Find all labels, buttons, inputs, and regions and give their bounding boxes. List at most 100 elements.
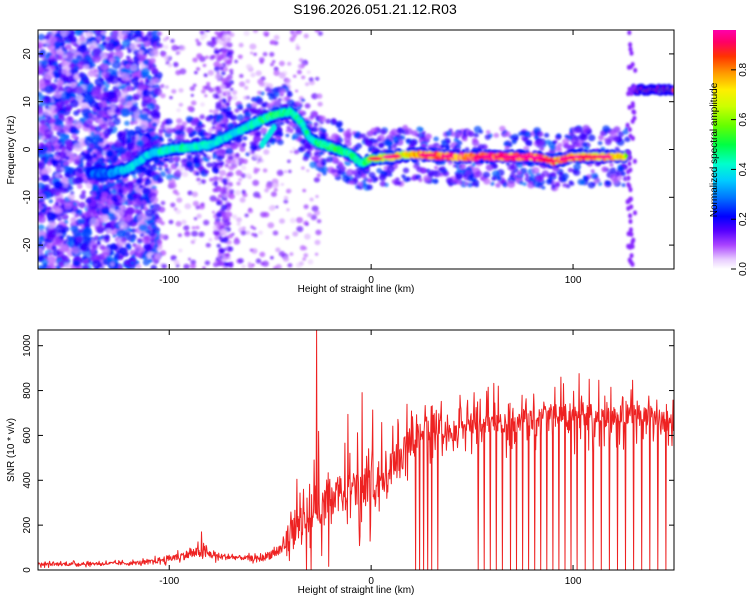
noise-speckle <box>38 161 46 170</box>
noise-speckle <box>73 142 84 152</box>
noise-speckle <box>205 242 211 248</box>
noise-speckle <box>302 257 307 261</box>
noise-speckle <box>602 125 610 132</box>
noise-speckle <box>399 135 406 141</box>
noise-speckle <box>621 183 626 188</box>
noise-speckle <box>305 222 309 226</box>
noise-speckle <box>252 30 259 34</box>
noise-speckle <box>196 213 202 219</box>
noise-speckle <box>150 264 158 269</box>
noise-speckle <box>191 191 198 198</box>
noise-speckle <box>190 93 194 97</box>
noise-speckle <box>353 146 359 152</box>
noise-speckle <box>220 204 228 211</box>
noise-speckle <box>142 255 148 261</box>
noise-speckle <box>86 159 94 167</box>
noise-speckle <box>183 263 190 269</box>
noise-speckle <box>377 134 385 142</box>
noise-speckle <box>41 174 50 182</box>
noise-speckle <box>192 238 197 242</box>
noise-speckle <box>138 50 145 55</box>
noise-speckle <box>302 188 307 193</box>
noise-speckle <box>81 108 91 117</box>
noise-speckle <box>117 132 123 137</box>
noise-speckle <box>218 247 225 253</box>
noise-speckle <box>130 261 135 265</box>
noise-speckle <box>232 214 238 220</box>
noise-speckle <box>73 42 79 48</box>
noise-speckle <box>119 154 126 160</box>
noise-speckle <box>170 38 175 43</box>
noise-speckle <box>456 132 463 138</box>
noise-speckle <box>112 233 117 238</box>
noise-speckle <box>43 97 52 104</box>
noise-speckle <box>60 30 69 37</box>
noise-speckle <box>119 221 128 230</box>
noise-speckle <box>130 42 140 51</box>
noise-speckle <box>315 76 320 81</box>
noise-speckle <box>49 59 56 65</box>
noise-speckle <box>83 30 89 33</box>
noise-speckle <box>222 193 229 199</box>
noise-speckle <box>58 86 65 93</box>
noise-speckle <box>440 144 445 149</box>
noise-speckle <box>128 201 134 206</box>
noise-speckle <box>72 228 81 237</box>
noise-speckle <box>218 176 223 181</box>
noise-speckle <box>307 259 314 265</box>
noise-speckle <box>336 120 343 127</box>
noise-speckle <box>137 213 147 223</box>
noise-speckle <box>38 188 43 196</box>
noise-speckle <box>378 143 385 149</box>
noise-speckle <box>214 73 222 80</box>
noise-speckle <box>222 66 228 72</box>
noise-speckle <box>252 179 260 186</box>
noise-speckle <box>50 65 55 70</box>
noise-speckle <box>511 139 517 145</box>
noise-speckle <box>222 99 227 104</box>
noise-speckle <box>106 228 113 234</box>
noise-speckle <box>549 145 556 151</box>
noise-speckle <box>263 149 270 155</box>
noise-speckle <box>245 173 252 179</box>
noise-speckle <box>127 49 132 54</box>
noise-speckle <box>106 150 114 158</box>
noise-speckle <box>204 260 211 266</box>
noise-speckle <box>95 191 101 196</box>
noise-speckle <box>141 89 151 97</box>
noise-speckle <box>225 102 230 107</box>
noise-speckle <box>387 146 393 151</box>
noise-speckle <box>485 164 494 171</box>
noise-speckle <box>192 157 200 164</box>
noise-speckle <box>64 262 72 269</box>
noise-speckle <box>563 142 570 149</box>
noise-speckle <box>271 178 279 185</box>
noise-speckle <box>101 162 107 167</box>
noise-speckle <box>361 133 366 139</box>
noise-speckle <box>306 150 311 155</box>
noise-speckle <box>225 147 234 155</box>
noise-speckle <box>54 155 60 161</box>
noise-speckle <box>217 259 225 267</box>
noise-speckle <box>234 108 240 113</box>
noise-speckle <box>456 179 463 185</box>
noise-speckle <box>38 33 46 41</box>
noise-speckle <box>187 105 194 112</box>
noise-speckle <box>150 49 160 58</box>
noise-speckle <box>223 44 228 49</box>
noise-speckle <box>226 83 232 88</box>
noise-speckle <box>307 212 313 218</box>
noise-speckle <box>117 96 127 104</box>
noise-speckle <box>59 174 64 179</box>
noise-speckle <box>141 200 147 205</box>
noise-speckle <box>134 244 143 252</box>
noise-speckle <box>105 59 110 64</box>
noise-speckle <box>71 133 77 139</box>
noise-speckle <box>179 68 187 75</box>
noise-speckle <box>131 198 142 208</box>
noise-speckle <box>160 84 165 89</box>
noise-speckle <box>216 185 221 190</box>
noise-speckle <box>590 172 599 180</box>
noise-speckle <box>159 171 167 178</box>
noise-speckle <box>270 62 274 67</box>
